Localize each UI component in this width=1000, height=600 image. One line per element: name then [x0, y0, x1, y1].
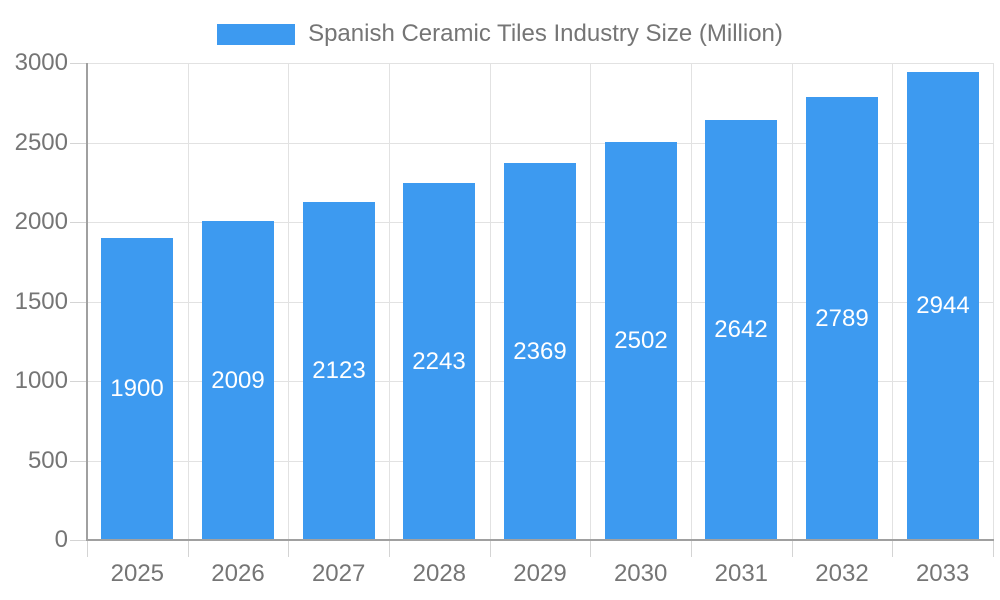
x-tick-mark	[389, 541, 390, 557]
bar-value-label: 2789	[815, 304, 869, 332]
y-axis-line	[86, 63, 88, 541]
y-tick-mark	[70, 381, 87, 382]
bar-value-label: 1900	[110, 375, 164, 402]
legend-label: Spanish Ceramic Tiles Industry Size (Mil…	[308, 20, 783, 47]
gridline-vertical	[490, 63, 491, 540]
x-axis-line	[86, 539, 994, 541]
x-tick-label: 2033	[915, 560, 970, 587]
bar-2028[interactable]: 2243	[403, 183, 475, 540]
bar-value-label: 2642	[714, 316, 768, 343]
y-tick-label: 2500	[14, 128, 68, 156]
x-tick-label: 2031	[714, 560, 769, 587]
gridline-vertical	[188, 63, 189, 540]
gridline-horizontal	[87, 142, 993, 144]
y-tick-label: 500	[27, 446, 68, 474]
x-tick-mark	[892, 541, 893, 557]
bar-2030[interactable]: 2502	[605, 142, 677, 540]
gridline-vertical	[590, 63, 591, 540]
y-tick-label: 2000	[14, 208, 68, 235]
bar-2026[interactable]: 2009	[202, 221, 274, 540]
x-tick-mark	[87, 541, 88, 557]
bar-2031[interactable]: 2642	[705, 120, 777, 540]
y-tick-label: 0	[54, 526, 68, 553]
x-tick-label: 2027	[311, 560, 366, 587]
x-tick-mark	[691, 541, 692, 557]
bar-2027[interactable]: 2123	[303, 202, 375, 540]
bar-2033[interactable]: 2944	[907, 72, 979, 540]
x-tick-mark	[288, 541, 289, 557]
x-tick-mark	[188, 541, 189, 557]
x-tick-mark	[490, 541, 491, 557]
x-tick-label: 2029	[513, 560, 567, 587]
x-tick-label: 2028	[412, 560, 467, 587]
x-tick-label: 2025	[110, 560, 165, 587]
y-tick-label: 1000	[14, 367, 68, 394]
bar-value-label: 2944	[916, 292, 970, 319]
y-tick-mark	[70, 63, 87, 64]
gridline-vertical	[288, 63, 289, 540]
gridline-horizontal	[87, 63, 993, 64]
gridline-vertical	[792, 63, 793, 540]
chart-legend[interactable]: Spanish Ceramic Tiles Industry Size (Mil…	[0, 20, 1000, 48]
gridline-vertical	[993, 63, 994, 540]
bar-2032[interactable]: 2789	[806, 97, 878, 540]
y-tick-mark	[70, 222, 87, 223]
bar-value-label: 2243	[412, 347, 466, 375]
gridline-vertical	[892, 63, 893, 540]
bar-2025[interactable]: 1900	[101, 238, 173, 540]
y-tick-mark	[70, 301, 87, 303]
x-tick-mark	[993, 541, 994, 557]
bar-2029[interactable]: 2369	[504, 163, 576, 540]
gridline-vertical	[691, 63, 692, 540]
bar-value-label: 2009	[211, 366, 265, 394]
y-tick-label: 3000	[14, 49, 68, 76]
bar-value-label: 2369	[513, 337, 567, 365]
bar-value-label: 2502	[614, 327, 668, 354]
x-tick-mark	[792, 541, 793, 557]
x-tick-mark	[590, 541, 591, 557]
legend-swatch-icon	[217, 23, 296, 45]
x-tick-label: 2026	[211, 560, 265, 587]
gridline-vertical	[389, 63, 390, 540]
y-tick-mark	[70, 142, 87, 144]
y-tick-label: 1500	[14, 287, 68, 315]
y-tick-mark	[70, 460, 87, 462]
bar-value-label: 2123	[312, 357, 366, 384]
y-tick-mark	[70, 540, 87, 541]
plot-area: 1900 2009 2123 2243 2369 2502 2642 2789 2944	[70, 63, 994, 557]
x-tick-label: 2032	[815, 560, 869, 587]
x-tick-label: 2030	[613, 560, 668, 587]
